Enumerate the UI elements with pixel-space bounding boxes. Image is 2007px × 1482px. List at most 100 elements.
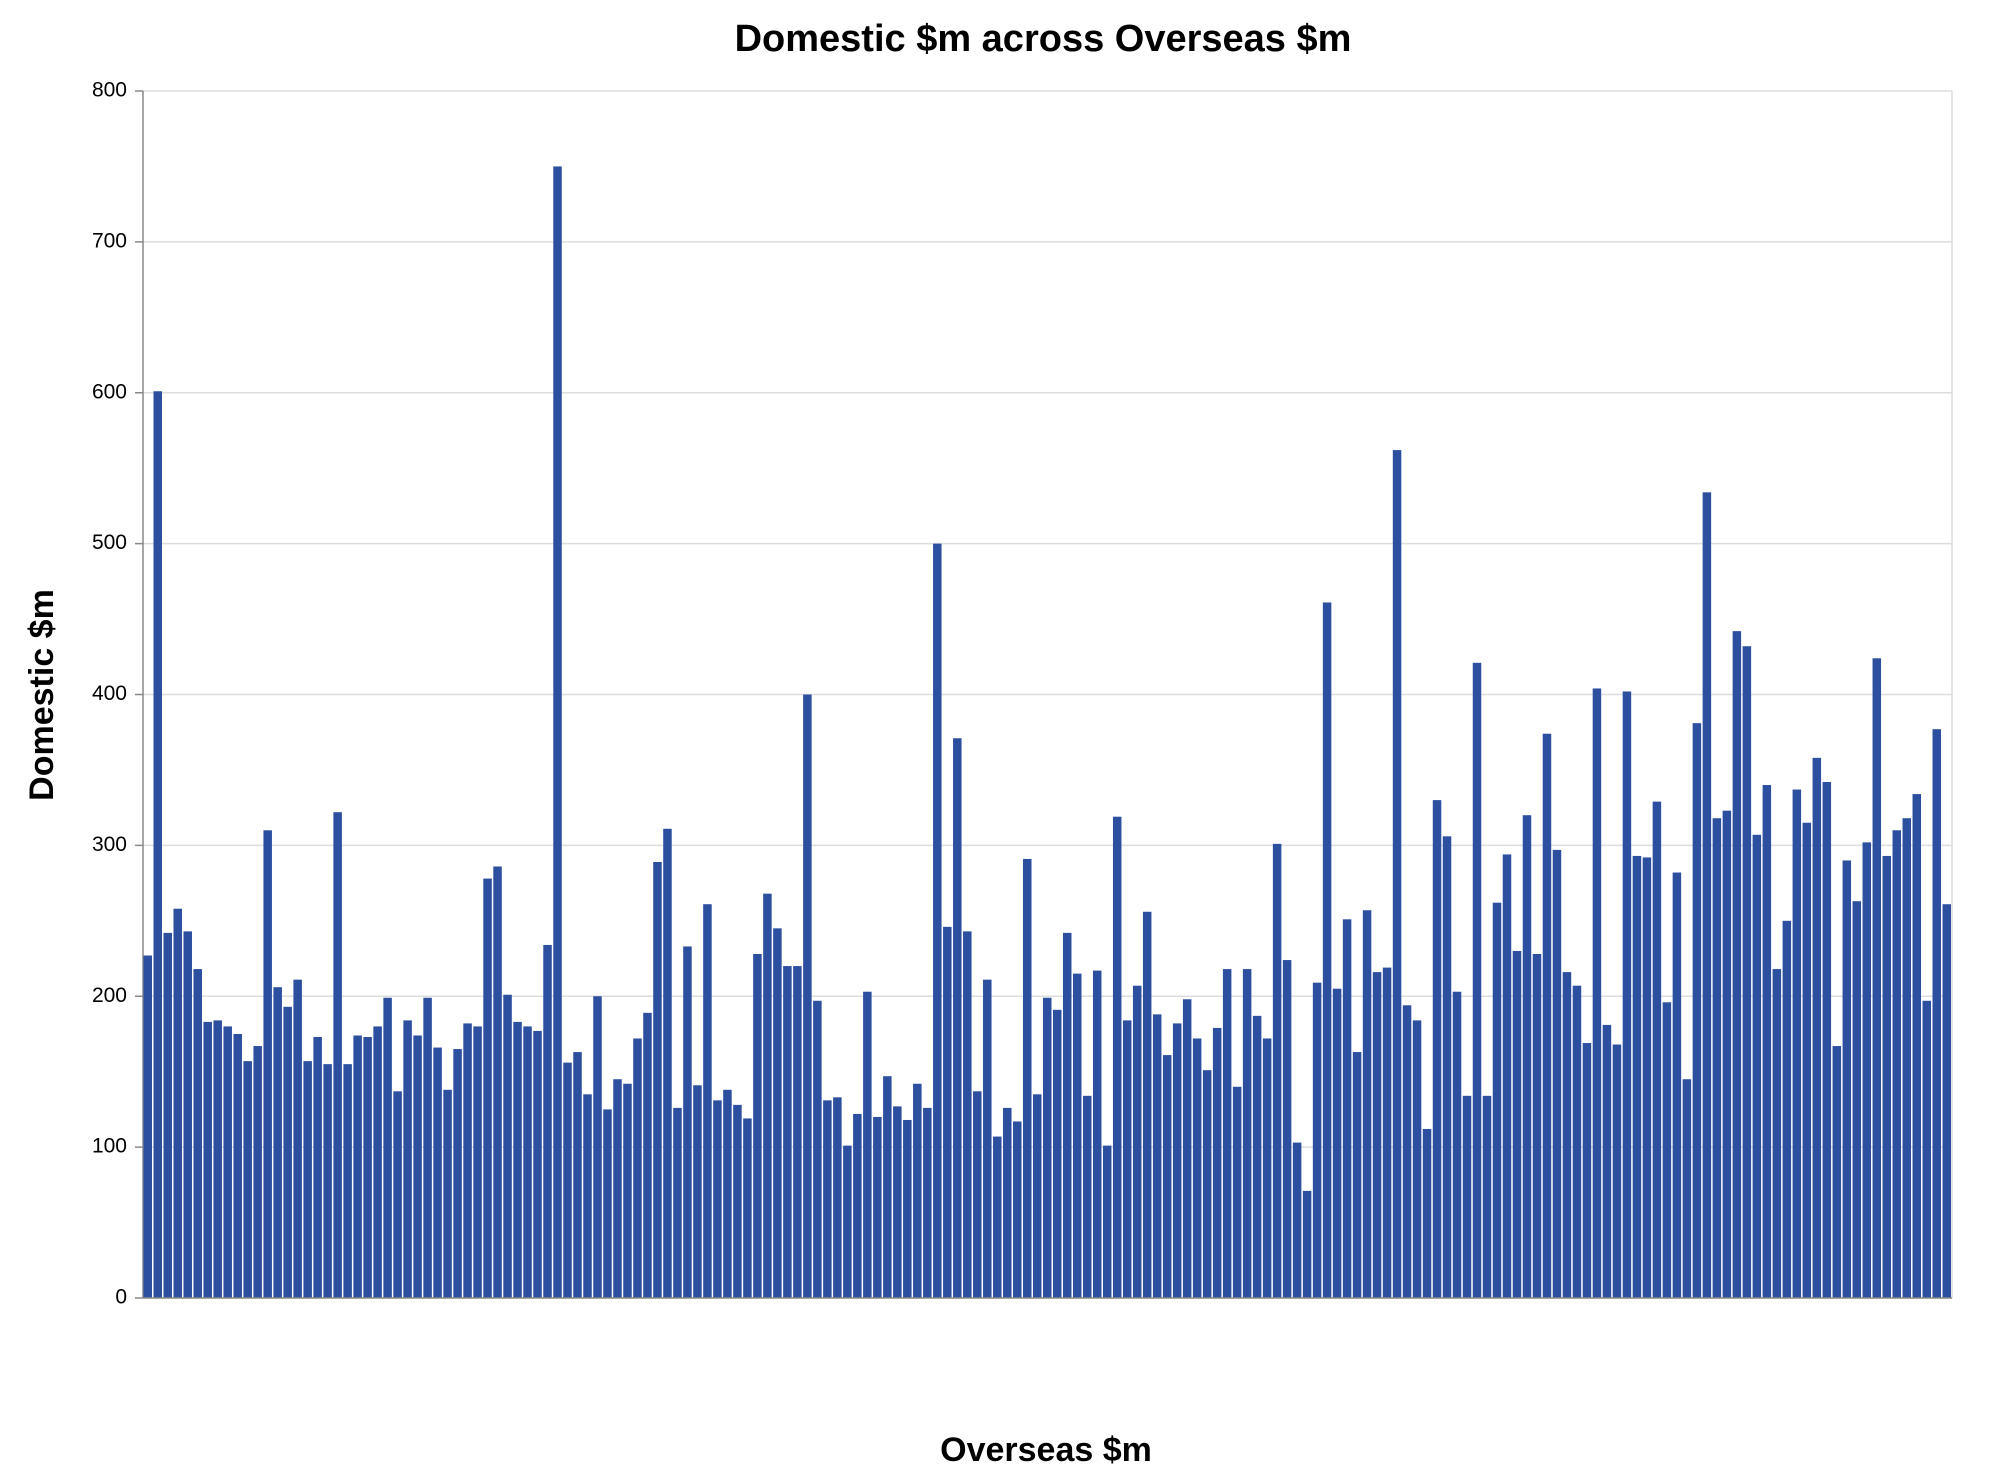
bar	[1452, 991, 1462, 1298]
bar	[1023, 858, 1032, 1298]
bar	[1092, 970, 1102, 1298]
y-tick-label: 700	[92, 229, 127, 252]
bar	[763, 893, 772, 1298]
bar	[433, 1047, 442, 1298]
bar	[283, 1006, 292, 1298]
bar	[1352, 1052, 1362, 1298]
bar	[1842, 860, 1852, 1298]
bar	[1282, 960, 1292, 1298]
bar	[1142, 911, 1152, 1298]
bar	[383, 997, 392, 1298]
bar	[293, 979, 302, 1298]
bar	[883, 1076, 892, 1298]
y-tick-label: 800	[92, 79, 127, 102]
bar	[1332, 988, 1342, 1298]
bar	[243, 1061, 252, 1298]
y-tick-label: 200	[92, 984, 127, 1007]
bar	[653, 861, 662, 1298]
bar	[1043, 997, 1052, 1298]
bar	[573, 1052, 582, 1298]
bar	[1532, 954, 1542, 1298]
bar	[1922, 1000, 1932, 1298]
bar	[303, 1061, 312, 1298]
bar	[533, 1030, 542, 1298]
bar	[1362, 910, 1372, 1298]
bar	[783, 966, 792, 1298]
bar	[1692, 723, 1702, 1298]
bar	[903, 1119, 912, 1298]
bar	[163, 932, 172, 1298]
bar	[1942, 904, 1951, 1298]
bar	[183, 931, 192, 1298]
bar	[493, 866, 502, 1298]
bar	[973, 1091, 982, 1298]
bar	[1882, 855, 1892, 1298]
bar	[1162, 1055, 1172, 1298]
bar	[1592, 688, 1602, 1298]
bar	[1033, 1094, 1042, 1298]
y-tick-label: 300	[92, 833, 127, 856]
bar	[1682, 1079, 1692, 1298]
bar	[1422, 1129, 1432, 1298]
bar	[1342, 919, 1352, 1298]
bar	[1502, 854, 1512, 1298]
bar	[1622, 691, 1632, 1298]
bar	[333, 812, 342, 1298]
bar	[1242, 969, 1252, 1298]
bar	[263, 830, 272, 1298]
bar	[1322, 602, 1332, 1298]
bar	[363, 1036, 372, 1298]
bar	[453, 1049, 462, 1298]
bar	[423, 997, 432, 1298]
bar	[353, 1035, 362, 1298]
bar	[733, 1104, 742, 1298]
bar	[443, 1089, 452, 1298]
bar	[1182, 999, 1192, 1298]
bar	[463, 1023, 472, 1298]
bar	[613, 1079, 622, 1298]
bar	[1252, 1015, 1262, 1298]
bar	[173, 908, 182, 1298]
bar	[1062, 932, 1072, 1298]
bar	[1392, 450, 1402, 1298]
bar	[1232, 1086, 1242, 1298]
bar	[1662, 1002, 1672, 1298]
bar	[643, 1012, 652, 1298]
bar	[983, 979, 992, 1298]
bar	[1892, 830, 1902, 1298]
bar	[823, 1100, 832, 1298]
x-axis-title: Overseas $m	[940, 1431, 1152, 1469]
bar	[873, 1116, 882, 1298]
bar	[953, 738, 962, 1298]
bar	[1542, 733, 1552, 1298]
bar	[833, 1097, 842, 1298]
bar	[503, 994, 512, 1298]
bar	[1013, 1121, 1022, 1298]
bar	[703, 904, 712, 1298]
bar	[603, 1109, 612, 1298]
bar	[253, 1046, 262, 1298]
bar	[843, 1145, 852, 1298]
bar	[1732, 631, 1742, 1298]
bar	[933, 543, 942, 1298]
bar	[1582, 1043, 1592, 1298]
bar	[1432, 800, 1442, 1298]
bar	[153, 391, 162, 1299]
bar	[1372, 972, 1382, 1298]
bar	[1852, 901, 1862, 1298]
bar	[1572, 985, 1582, 1298]
bar	[723, 1089, 732, 1298]
bar	[773, 928, 782, 1298]
bar	[1702, 492, 1712, 1298]
bar	[1562, 972, 1572, 1298]
bar	[1082, 1095, 1092, 1298]
bar	[1152, 1014, 1162, 1298]
bar	[1822, 782, 1832, 1298]
bar	[233, 1033, 242, 1298]
bar	[923, 1107, 932, 1298]
bar	[373, 1026, 382, 1298]
bar	[523, 1026, 532, 1298]
bar	[403, 1020, 412, 1298]
bar	[1102, 1145, 1112, 1298]
bar	[813, 1000, 822, 1298]
